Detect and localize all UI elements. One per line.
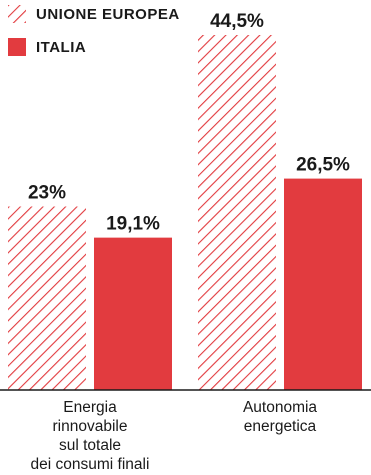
bar-eu-2 <box>198 35 276 390</box>
bar-italy-2 <box>284 178 362 390</box>
legend-label-eu: UNIONE EUROPEA <box>36 5 180 23</box>
value-label-italy-2: 26,5% <box>296 155 350 176</box>
category-label-1-line-1: Energia <box>63 399 117 416</box>
value-label-italy-1: 19,1% <box>106 214 160 235</box>
category-label-1-line-3: sul totale <box>59 437 121 454</box>
bar-italy-1 <box>94 237 172 390</box>
category-label-1-line-4: dei consumi finali <box>31 456 150 473</box>
value-label-eu-1: 23% <box>28 183 66 204</box>
category-label-1-line-2: rinnovabile <box>53 418 128 435</box>
legend-swatch-hatched <box>8 5 26 23</box>
bar-eu-1 <box>8 206 86 390</box>
legend-item-eu: UNIONE EUROPEA <box>8 5 180 23</box>
category-label-2-line-1: Autonomia <box>243 399 317 416</box>
value-label-eu-2: 44,5% <box>210 11 264 32</box>
legend-label-italy: ITALIA <box>36 38 87 56</box>
category-label-2-line-2: energetica <box>244 418 317 435</box>
legend-swatch-solid <box>8 38 26 56</box>
legend-item-italy: ITALIA <box>8 38 86 56</box>
